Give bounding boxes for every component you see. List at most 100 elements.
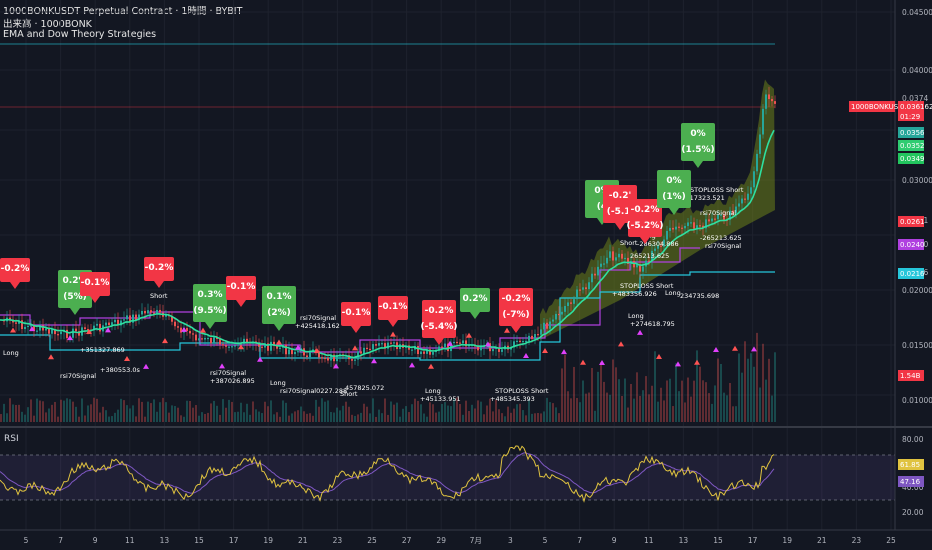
time-axis-tick: 11 xyxy=(125,536,135,545)
long-trade-bubble[interactable]: 0% (1.5%) xyxy=(681,123,715,168)
short-trade-bubble[interactable]: -0.2% xyxy=(0,258,30,289)
short-trade-bubble[interactable]: -0.1% xyxy=(80,272,110,303)
candle xyxy=(246,338,248,343)
candle xyxy=(375,344,377,346)
candle xyxy=(528,335,530,341)
long-trade-bubble[interactable]: 0% (1%) xyxy=(657,170,691,215)
signal-arrow-icon xyxy=(656,354,662,360)
signal-arrow-icon xyxy=(428,363,434,369)
candle xyxy=(708,219,710,222)
short-trade-bubble[interactable]: -0.2% (-5.2%) xyxy=(627,199,664,244)
candle xyxy=(657,245,659,249)
candle xyxy=(39,325,41,331)
short-trade-bubble[interactable]: -0.2% (-7%) xyxy=(499,288,533,333)
price-tag: 0.0240 xyxy=(898,239,925,250)
short-trade-bubble[interactable]: -0.1% xyxy=(378,296,408,327)
time-axis-tick: 13 xyxy=(679,536,689,545)
volume-bar xyxy=(447,405,449,422)
candle xyxy=(441,346,443,348)
candle xyxy=(276,345,278,349)
volume-bar xyxy=(630,383,632,422)
volume-bar xyxy=(489,398,491,422)
candle xyxy=(381,343,383,345)
short-trade-bubble[interactable]: -0.1% xyxy=(226,276,256,307)
long-trade-bubble[interactable]: 0.3% (9.5%) xyxy=(193,284,227,329)
strategy-legend[interactable]: EMA and Dow Theory Strategies xyxy=(3,29,157,40)
candle xyxy=(690,222,692,224)
short-trade-bubble[interactable]: -0.2% (-5.4%) xyxy=(421,300,458,345)
volume-bar xyxy=(369,413,371,422)
short-trade-bubble[interactable]: -0.2% xyxy=(144,257,174,288)
candle xyxy=(108,322,110,326)
signal-arrow-icon xyxy=(10,327,16,333)
candle xyxy=(744,198,746,200)
volume-bar xyxy=(450,406,452,422)
long-trade-bubble[interactable]: 0.2% xyxy=(460,288,490,319)
candle xyxy=(201,338,203,340)
volume-bar xyxy=(261,413,263,422)
signal-arrow-icon xyxy=(257,356,263,362)
short-trade-bubble[interactable]: -0.1% xyxy=(341,302,371,333)
volume-bar xyxy=(399,416,401,422)
trade-marker-label: +485345.393 xyxy=(490,395,535,403)
candle xyxy=(600,263,602,267)
candle xyxy=(603,263,605,265)
volume-bar xyxy=(24,414,26,422)
volume-bar xyxy=(684,402,686,422)
candle xyxy=(558,313,560,316)
candle xyxy=(477,346,479,351)
candle xyxy=(126,315,128,320)
signal-arrow-icon xyxy=(751,346,757,352)
candle xyxy=(519,340,521,342)
trade-marker-label: +317323.521 xyxy=(680,194,725,202)
volume-bar xyxy=(330,412,332,422)
candle xyxy=(198,338,200,341)
volume-bar xyxy=(195,405,197,422)
volume-bar xyxy=(672,406,674,422)
candle xyxy=(9,317,11,320)
candle xyxy=(756,153,758,172)
rsi-line xyxy=(0,445,775,503)
volume-bar xyxy=(384,398,386,422)
volume-bar xyxy=(84,415,86,422)
volume-bar xyxy=(291,413,293,422)
volume-bar xyxy=(300,406,302,422)
svg-text:0.0240: 0.0240 xyxy=(900,241,925,249)
candle xyxy=(513,341,515,348)
svg-text:-0.2%: -0.2% xyxy=(1,264,30,274)
volume-bar xyxy=(438,411,440,422)
volume-bar xyxy=(414,398,416,422)
candle xyxy=(570,302,572,304)
signal-arrow-icon xyxy=(200,327,206,333)
candle xyxy=(120,320,122,326)
volume-bar xyxy=(246,403,248,422)
candle xyxy=(393,342,395,344)
volume-bar xyxy=(12,404,14,422)
candle xyxy=(597,266,599,276)
long-trade-bubble[interactable]: 0.1% (2%) xyxy=(262,286,296,331)
svg-text:0.0349: 0.0349 xyxy=(900,155,925,163)
candle xyxy=(687,222,689,226)
signal-arrow-icon xyxy=(181,326,187,332)
svg-text:(2%): (2%) xyxy=(267,308,291,318)
volume-bar xyxy=(219,414,221,422)
volume-bar xyxy=(333,412,335,422)
candle xyxy=(297,351,299,353)
volume-bar xyxy=(471,404,473,422)
volume-legend[interactable]: 出来高 · 1000BONK xyxy=(3,19,92,30)
rsi-axis-tick: 20.00 xyxy=(902,508,924,517)
candle xyxy=(303,348,305,356)
volume-bar xyxy=(96,398,98,422)
signal-arrow-icon xyxy=(162,338,168,344)
volume-bar xyxy=(129,408,131,422)
volume-bar xyxy=(282,400,284,422)
candle xyxy=(675,226,677,230)
volume-bar xyxy=(342,405,344,422)
candle xyxy=(573,299,575,304)
volume-bar xyxy=(234,412,236,422)
rsi-title[interactable]: RSI xyxy=(4,434,19,444)
candle xyxy=(369,348,371,350)
volume-bar xyxy=(144,416,146,422)
signal-arrow-icon xyxy=(124,356,130,362)
